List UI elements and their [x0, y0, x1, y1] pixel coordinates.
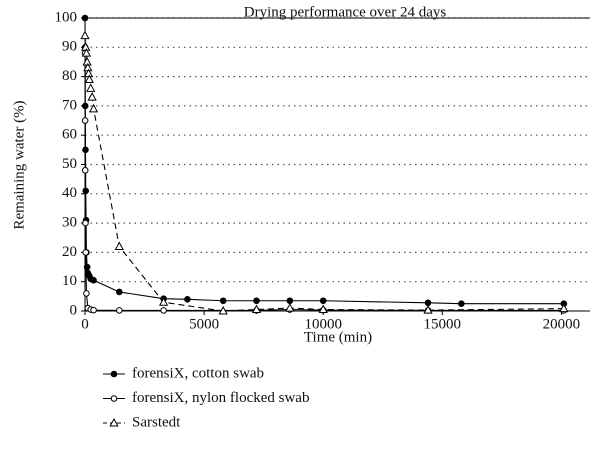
- chart-title: Drying performance over 24 days: [244, 4, 447, 20]
- marker: [80, 30, 90, 40]
- legend-label: forensiX, cotton swab: [132, 365, 264, 381]
- marker: [160, 307, 167, 314]
- x-axis-label: Time (min): [304, 329, 372, 345]
- marker: [114, 241, 124, 251]
- y-tick-label: 0: [70, 302, 78, 318]
- marker: [318, 304, 328, 314]
- marker: [83, 263, 91, 271]
- y-axis-label: Remaining water (%): [11, 100, 27, 229]
- y-tick-label: 70: [62, 97, 77, 113]
- series-line: [84, 17, 564, 305]
- marker: [458, 300, 465, 307]
- marker: [219, 297, 227, 305]
- marker: [423, 305, 433, 314]
- marker: [251, 304, 262, 314]
- marker: [83, 290, 90, 297]
- marker: [424, 299, 432, 307]
- marker: [90, 276, 97, 284]
- y-tick-label: 40: [62, 185, 77, 201]
- marker: [158, 297, 169, 306]
- marker: [82, 219, 89, 227]
- x-tick-label: 0: [81, 316, 89, 332]
- y-tick-label: 10: [62, 273, 77, 289]
- marker: [116, 288, 123, 296]
- legend-marker: [110, 395, 118, 402]
- marker: [87, 92, 97, 101]
- y-tick-label: 100: [55, 9, 78, 25]
- marker: [82, 249, 90, 256]
- x-tick-label: 15000: [424, 316, 462, 332]
- legend-marker: [110, 370, 118, 378]
- x-tick-label: 20000: [543, 316, 581, 332]
- marker: [559, 303, 569, 313]
- x-tick-label: 10000: [304, 316, 342, 332]
- marker: [81, 167, 89, 174]
- marker: [286, 297, 294, 305]
- marker: [81, 117, 89, 124]
- legend-label: Sarstedt: [132, 414, 181, 430]
- marker: [319, 297, 327, 305]
- series-line: [84, 53, 564, 311]
- y-tick-label: 20: [62, 244, 77, 260]
- marker: [86, 83, 96, 92]
- marker: [88, 103, 99, 113]
- y-tick-label: 60: [62, 127, 77, 143]
- y-tick-label: 90: [62, 39, 77, 55]
- y-tick-label: 30: [62, 215, 77, 231]
- marker: [81, 14, 89, 22]
- y-tick-label: 50: [62, 156, 77, 172]
- marker: [81, 48, 92, 57]
- legend-marker: [109, 417, 119, 427]
- y-tick-label: 80: [62, 68, 77, 84]
- x-tick-label: 5000: [189, 316, 219, 332]
- marker: [90, 306, 97, 314]
- marker: [184, 295, 191, 303]
- legend-label: forensiX, nylon flocked swab: [132, 390, 309, 406]
- marker: [218, 305, 228, 315]
- marker: [253, 297, 260, 305]
- marker: [84, 74, 94, 84]
- marker: [285, 303, 295, 312]
- marker: [116, 307, 123, 314]
